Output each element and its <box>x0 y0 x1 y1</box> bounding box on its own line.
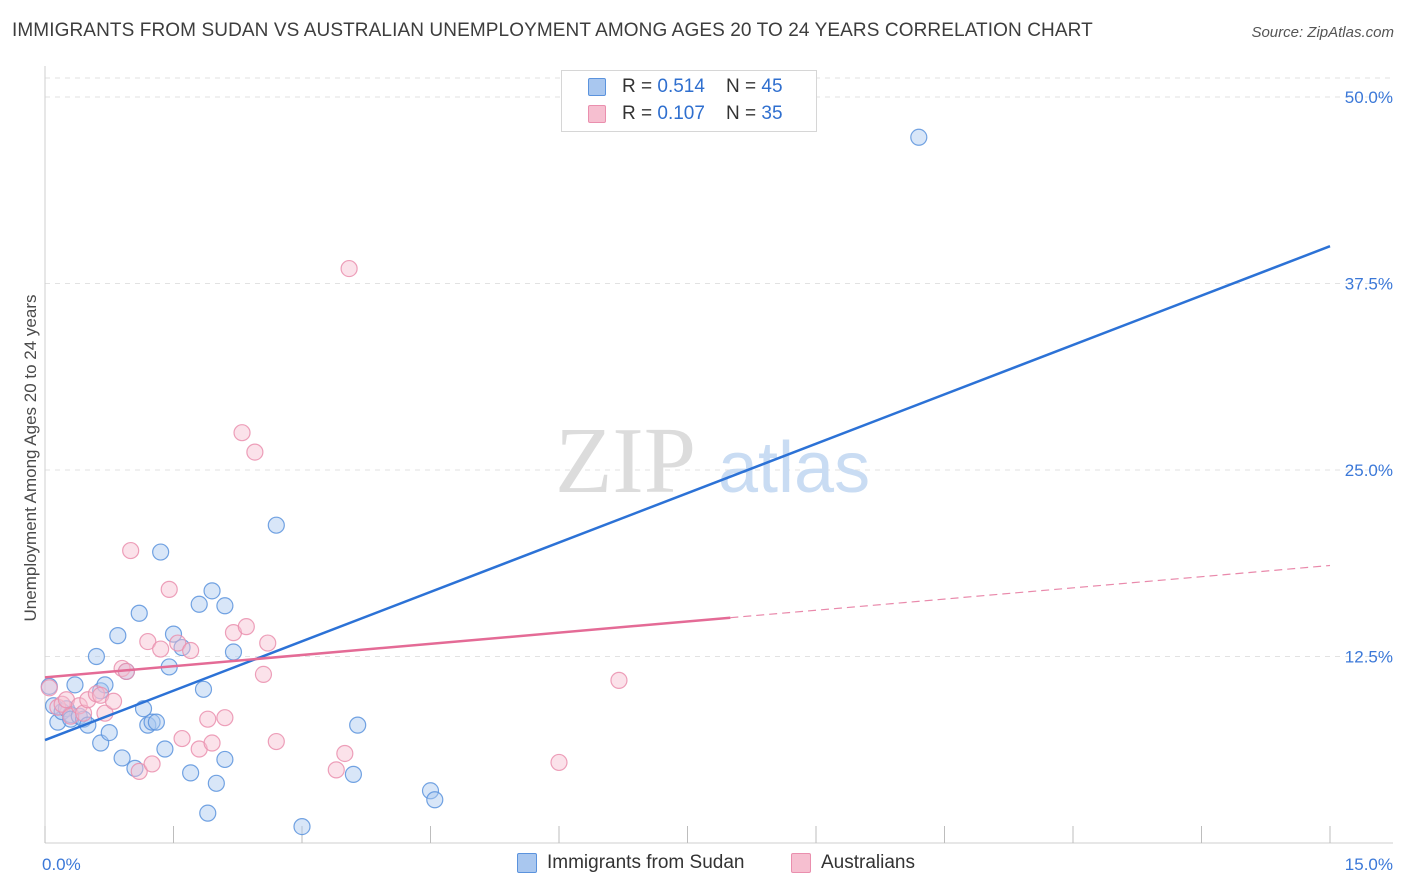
data-point-australians <box>340 259 358 278</box>
data-point-sudan <box>96 676 114 694</box>
data-point-sudan <box>293 817 311 836</box>
data-point-sudan <box>421 782 440 800</box>
data-point-australians <box>233 424 251 442</box>
x-tick-label: 15.0% <box>1345 855 1393 874</box>
trend-line-australians <box>44 616 731 679</box>
data-point-australians <box>173 729 191 748</box>
data-point-australians <box>216 709 234 727</box>
data-point-australians <box>40 679 58 697</box>
data-point-australians <box>254 665 273 684</box>
data-point-sudan <box>182 764 200 782</box>
data-point-sudan <box>349 716 367 734</box>
data-point-australians <box>79 691 97 709</box>
data-point-sudan <box>910 128 928 146</box>
data-point-sudan <box>216 597 234 615</box>
y-tick-label: 12.5% <box>1345 648 1393 667</box>
legend-swatch-australians <box>588 105 606 123</box>
data-point-australians <box>160 580 178 598</box>
source-label: Source: ZipAtlas.com <box>1251 24 1394 41</box>
data-point-sudan <box>344 765 362 783</box>
data-point-australians <box>610 671 628 689</box>
data-point-sudan <box>199 804 217 822</box>
watermark: ZIP atlas <box>555 409 870 513</box>
data-point-sudan <box>66 676 84 694</box>
bottom-legend-swatch-sudan <box>517 853 537 873</box>
data-point-sudan <box>156 740 174 758</box>
data-point-australians <box>152 640 170 658</box>
trend-line-australians-extrapolated <box>730 564 1331 619</box>
data-point-sudan <box>152 543 170 561</box>
data-point-sudan <box>203 582 221 600</box>
data-point-sudan <box>207 774 225 792</box>
data-point-sudan <box>143 713 161 731</box>
legend-n-label: N = <box>726 76 762 97</box>
trend-lines <box>44 245 1331 742</box>
data-point-australians <box>267 732 285 751</box>
y-axis-label: Unemployment Among Ages 20 to 24 years <box>21 295 40 622</box>
data-point-australians <box>74 704 93 722</box>
series-sudan-points <box>40 128 928 836</box>
legend-swatch-sudan <box>588 78 606 96</box>
bottom-legend-label-sudan: Immigrants from Sudan <box>547 852 745 873</box>
data-point-sudan <box>87 647 106 666</box>
data-point-australians <box>327 761 345 779</box>
bottom-legend-label-australians: Australians <box>821 852 915 873</box>
legend-r-label: R = <box>622 76 658 97</box>
data-point-australians <box>550 753 568 772</box>
data-point-australians <box>130 762 148 780</box>
data-point-australians <box>203 734 221 752</box>
data-point-australians <box>246 443 264 461</box>
tick-labels: 12.5% 25.0% 37.5% 50.0% 0.0% 15.0% <box>42 88 1393 874</box>
chart-title: IMMIGRANTS FROM SUDAN VS AUSTRALIAN UNEM… <box>12 20 1093 41</box>
legend-r-value-sudan: 0.514 <box>657 76 705 97</box>
data-point-sudan <box>194 680 213 698</box>
legend-r-label: R = <box>622 103 658 124</box>
data-point-sudan <box>190 595 208 613</box>
data-point-sudan <box>130 604 148 622</box>
y-tick-label: 25.0% <box>1345 461 1393 480</box>
watermark-zip: ZIP <box>555 409 696 513</box>
y-tick-label: 50.0% <box>1345 88 1393 107</box>
data-point-sudan <box>164 625 183 643</box>
correlation-legend: R = 0.514 N = 45 R = 0.107 N = 35 <box>561 70 817 132</box>
data-point-australians <box>336 744 354 763</box>
data-point-sudan <box>426 791 444 809</box>
axes <box>44 66 1393 844</box>
grid-lines <box>45 77 1393 657</box>
legend-r-value-australians: 0.107 <box>657 103 705 124</box>
legend-n-value-australians: 35 <box>761 103 783 124</box>
data-point-sudan <box>113 749 131 767</box>
legend-n-value-sudan: 45 <box>761 76 783 97</box>
trend-line-sudan <box>44 245 1331 742</box>
data-point-australians <box>143 755 161 773</box>
data-point-australians <box>122 541 140 560</box>
data-point-australians <box>259 634 277 652</box>
data-point-australians <box>182 641 200 660</box>
data-point-australians <box>139 632 157 651</box>
data-point-australians <box>237 618 255 636</box>
data-point-sudan <box>267 516 285 534</box>
x-tick-label: 0.0% <box>42 855 81 874</box>
data-point-australians <box>104 692 123 710</box>
watermark-atlas: atlas <box>718 428 870 508</box>
data-point-australians <box>169 634 187 652</box>
bottom-legend-swatch-australians <box>791 853 811 873</box>
series-australians-points <box>40 259 628 780</box>
y-tick-label: 37.5% <box>1345 275 1393 294</box>
data-point-sudan <box>216 750 234 769</box>
data-point-sudan <box>100 723 118 742</box>
data-point-sudan <box>109 627 127 645</box>
data-point-sudan <box>147 713 165 731</box>
data-point-sudan <box>224 643 243 661</box>
data-point-australians <box>199 710 217 728</box>
legend-n-label: N = <box>726 103 762 124</box>
